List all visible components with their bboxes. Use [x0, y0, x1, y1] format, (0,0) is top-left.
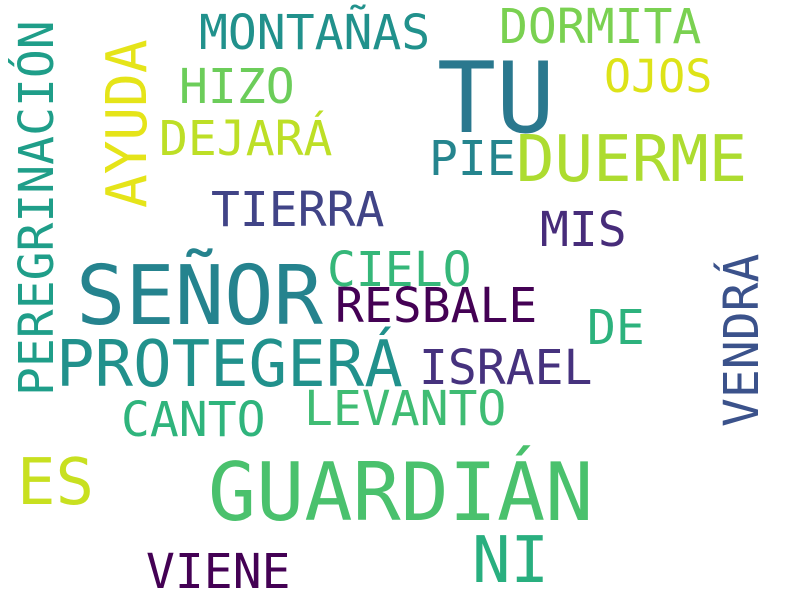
word-mis: MIS: [540, 202, 627, 258]
word-de: DE: [587, 300, 645, 356]
word-pie: PIE: [429, 131, 516, 187]
word-guardian: GUARDIÁN: [208, 446, 594, 539]
word-montanas: MONTAÑAS: [199, 5, 431, 61]
word-hizo: HIZO: [179, 59, 295, 115]
word-viene: VIENE: [146, 544, 291, 600]
word-vendra: VENDRÁ: [714, 253, 770, 427]
word-dejara: DEJARÁ: [159, 111, 333, 167]
word-es: ES: [17, 446, 95, 520]
word-levanto: LEVANTO: [304, 381, 507, 437]
word-tierra: TIERRA: [211, 182, 385, 238]
word-ni: NI: [472, 524, 550, 598]
word-israel: ISRAEL: [419, 340, 593, 396]
word-resbale: RESBALE: [335, 278, 538, 334]
word-duerme: DUERME: [516, 123, 748, 197]
word-canto: CANTO: [121, 392, 266, 448]
word-ayuda: AYUDA: [95, 39, 160, 208]
word-senor: SEÑOR: [76, 249, 323, 344]
word-cielo: CIELO: [327, 242, 472, 298]
word-ojos: OJOS: [604, 50, 713, 103]
word-tu: TU: [437, 42, 556, 156]
word-dormita: DORMITA: [499, 0, 702, 55]
word-protegera: PROTEGERÁ: [56, 328, 403, 402]
word-peregrinacion: PEREGRINACIÓN: [9, 20, 65, 396]
